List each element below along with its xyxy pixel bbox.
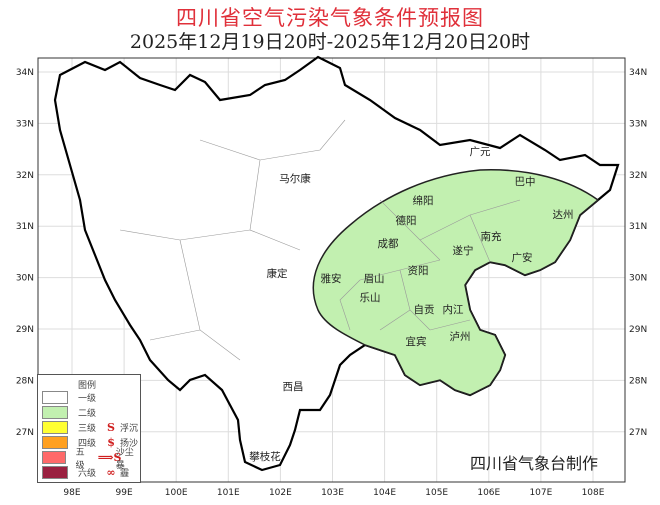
- legend-swatch: [42, 436, 68, 449]
- lon-tick-label: 103E: [321, 488, 344, 498]
- legend-symbol-label: 扬沙: [120, 439, 139, 449]
- legend-symbol-label: 浮沉: [120, 424, 139, 434]
- city-label: 南充: [481, 230, 502, 243]
- weather-symbol-icon: ∞: [106, 466, 116, 479]
- legend-swatch: [42, 466, 68, 479]
- weather-symbol-icon: S: [107, 421, 115, 434]
- lon-tick-label: 100E: [165, 488, 188, 498]
- lat-tick-label: 29N: [16, 325, 34, 335]
- lat-tick-label: 28N: [16, 376, 34, 386]
- lon-tick-label: 107E: [529, 488, 552, 498]
- city-label: 马尔康: [279, 172, 311, 185]
- lat-tick-label: 33N: [629, 119, 647, 129]
- city-label: 德阳: [396, 214, 417, 227]
- lat-tick-label: 34N: [629, 68, 647, 78]
- lon-tick-label: 106E: [477, 488, 500, 498]
- legend-level-label: 二级: [78, 409, 97, 419]
- credit-text: 四川省气象台制作: [470, 454, 599, 473]
- legend-level-label: 五级: [75, 447, 85, 471]
- city-label: 巴中: [515, 175, 536, 188]
- city-label: 宜宾: [406, 335, 427, 348]
- legend-symbol-label: 沙尘暴: [115, 447, 134, 471]
- city-label: 广元: [470, 146, 491, 158]
- legend-swatch: [42, 451, 66, 464]
- lat-tick-label: 27N: [629, 428, 647, 438]
- city-label: 西昌: [283, 381, 304, 393]
- legend-item: 三级 S 浮沉: [42, 421, 138, 434]
- lat-tick-label: 27N: [16, 428, 34, 438]
- legend-item: 一级: [42, 391, 96, 404]
- lat-tick-label: 28N: [629, 376, 647, 386]
- lat-tick-label: 29N: [629, 325, 647, 335]
- legend-item: 六级 ∞ 霾: [42, 466, 129, 479]
- city-label: 眉山: [364, 273, 385, 285]
- legend-item: 五级 ⟹S 沙尘暴: [42, 448, 140, 471]
- lat-tick-label: 31N: [629, 222, 647, 232]
- legend: 图例 一级二级三级 S 浮沉四级 $ 扬沙五级 ⟹S 沙尘暴六级 ∞ 霾: [37, 374, 141, 483]
- legend-swatch: [42, 391, 68, 404]
- map-title: 四川省空气污染气象条件预报图: [176, 6, 484, 30]
- lon-tick-label: 108E: [582, 488, 605, 498]
- city-label: 攀枝花: [249, 450, 281, 463]
- city-label: 乐山: [360, 292, 381, 304]
- city-label: 内江: [443, 303, 464, 316]
- city-label: 绵阳: [413, 194, 434, 207]
- legend-level-label: 六级: [78, 469, 97, 479]
- lat-tick-label: 30N: [16, 274, 34, 284]
- lat-tick-label: 32N: [16, 171, 34, 181]
- city-label: 康定: [267, 267, 288, 280]
- legend-swatch: [42, 421, 68, 434]
- map-frame: [37, 57, 626, 483]
- legend-title: 图例: [78, 381, 97, 391]
- map-subtitle: 2025年12月19日20时-2025年12月20日20时: [129, 31, 531, 53]
- lon-tick-label: 98E: [63, 488, 80, 498]
- city-label: 资阳: [408, 265, 429, 277]
- legend-item: 四级 $ 扬沙: [42, 436, 138, 449]
- lon-tick-label: 99E: [116, 488, 133, 498]
- lat-tick-label: 33N: [16, 119, 34, 129]
- weather-symbol-icon: $: [107, 436, 115, 449]
- weather-symbol-icon: ⟹S: [97, 451, 122, 464]
- lat-tick-label: 34N: [16, 68, 34, 78]
- city-label: 自贡: [414, 303, 435, 316]
- county-boundaries: [119, 119, 521, 361]
- lon-tick-label: 102E: [269, 488, 292, 498]
- legend-level-label: 一级: [78, 394, 97, 404]
- legend-symbol-label: 霾: [120, 469, 130, 479]
- legend-swatch: [42, 406, 68, 419]
- city-label: 雅安: [321, 272, 342, 285]
- lat-tick-label: 30N: [629, 274, 647, 284]
- legend-level-label: 四级: [78, 439, 97, 449]
- lon-tick-label: 105E: [425, 488, 448, 498]
- city-label: 达州: [553, 209, 574, 221]
- lon-tick-label: 104E: [373, 488, 396, 498]
- city-label: 广安: [512, 251, 533, 264]
- lat-tick-label: 31N: [16, 222, 34, 232]
- city-label: 成都: [378, 238, 399, 250]
- lon-tick-label: 101E: [217, 488, 240, 498]
- city-label: 泸州: [450, 331, 471, 343]
- city-label: 遂宁: [453, 244, 474, 257]
- legend-level-label: 三级: [78, 424, 97, 434]
- lat-tick-label: 32N: [629, 171, 647, 181]
- legend-item: 二级: [42, 406, 96, 419]
- level-2-forecast-area: [312, 169, 600, 396]
